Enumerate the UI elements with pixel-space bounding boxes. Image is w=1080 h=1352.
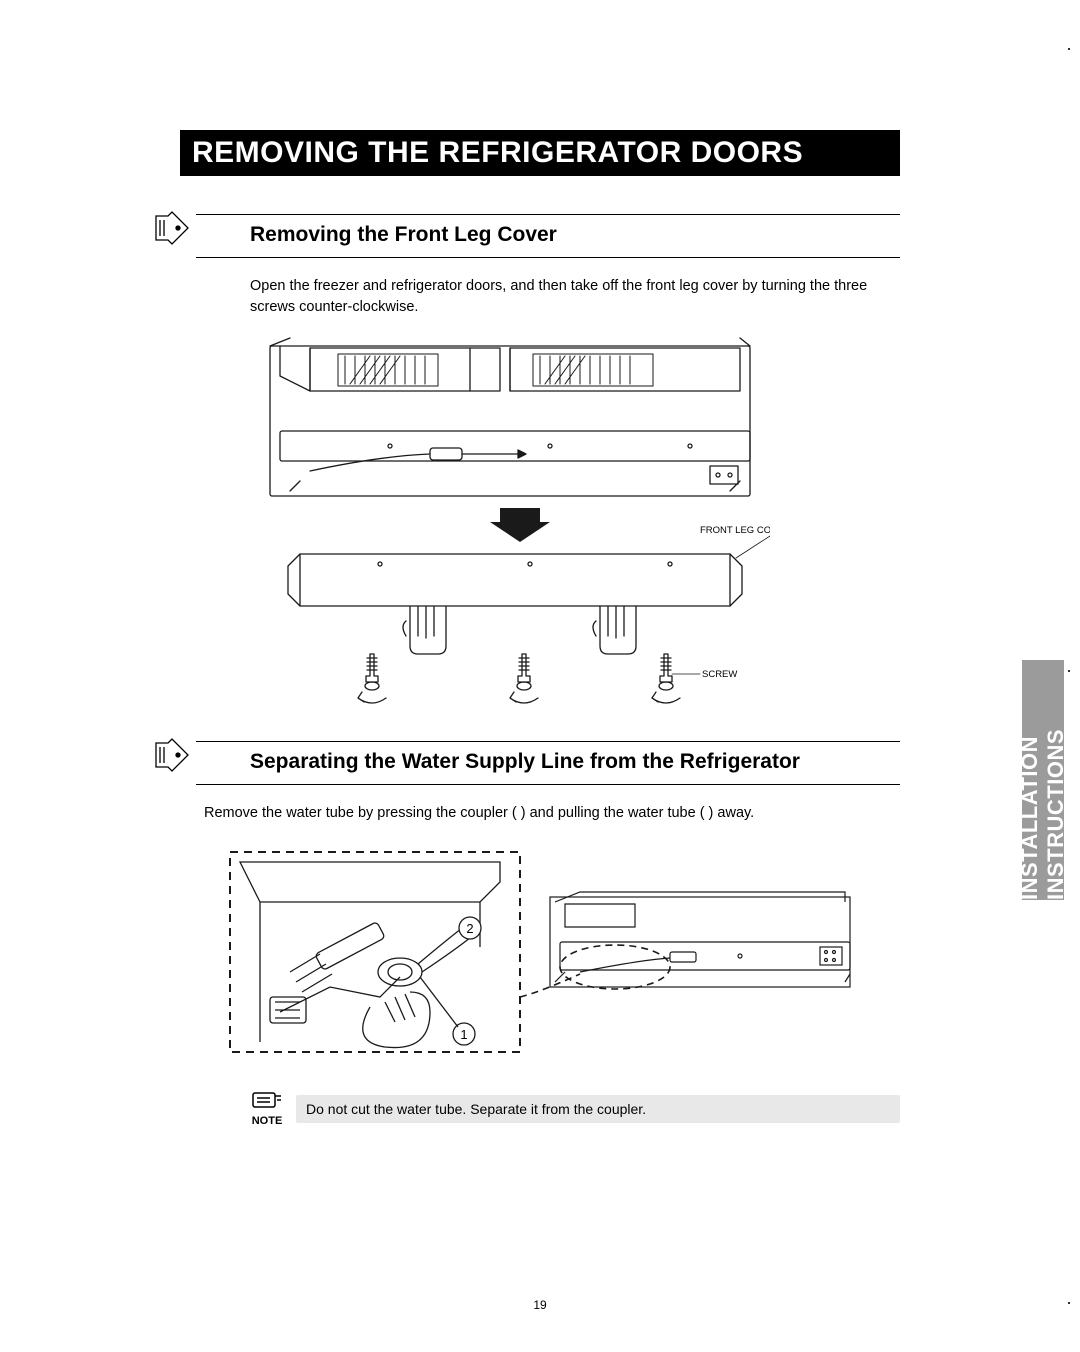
label-screw: SCREW — [702, 669, 737, 680]
section-body: Open the freezer and refrigerator doors,… — [250, 276, 870, 318]
side-tab-label: INSTALLATION INSTRUCTIONS — [1017, 660, 1069, 900]
note-label: NOTE — [250, 1115, 284, 1127]
crop-mark — [1068, 48, 1070, 50]
figure-front-leg-cover: FRONT LEG COVER SCREW — [250, 336, 900, 711]
section-heading: Removing the Front Leg Cover — [196, 214, 900, 258]
note-icon — [250, 1090, 284, 1112]
callout-1: 1 — [460, 1027, 467, 1042]
section-heading: Separating the Water Supply Line from th… — [196, 741, 900, 785]
section-front-leg-cover: Removing the Front Leg Cover Open the fr… — [180, 214, 900, 711]
side-tab: INSTALLATION INSTRUCTIONS — [1022, 660, 1064, 900]
callout-2: 2 — [466, 921, 473, 936]
section-water-supply: Separating the Water Supply Line from th… — [180, 741, 900, 1127]
note-text: Do not cut the water tube. Separate it f… — [296, 1095, 900, 1123]
label-front-leg-cover: FRONT LEG COVER — [700, 525, 770, 536]
pointing-hand-icon — [150, 735, 192, 780]
page-title: REMOVING THE REFRIGERATOR DOORS — [180, 130, 900, 176]
note-row: NOTE Do not cut the water tube. Separate… — [250, 1090, 900, 1127]
figure-water-supply: 2 1 — [220, 842, 900, 1072]
section-body: Remove the water tube by pressing the co… — [204, 803, 824, 824]
page-number: 19 — [0, 1298, 1080, 1312]
pointing-hand-icon — [150, 208, 192, 253]
